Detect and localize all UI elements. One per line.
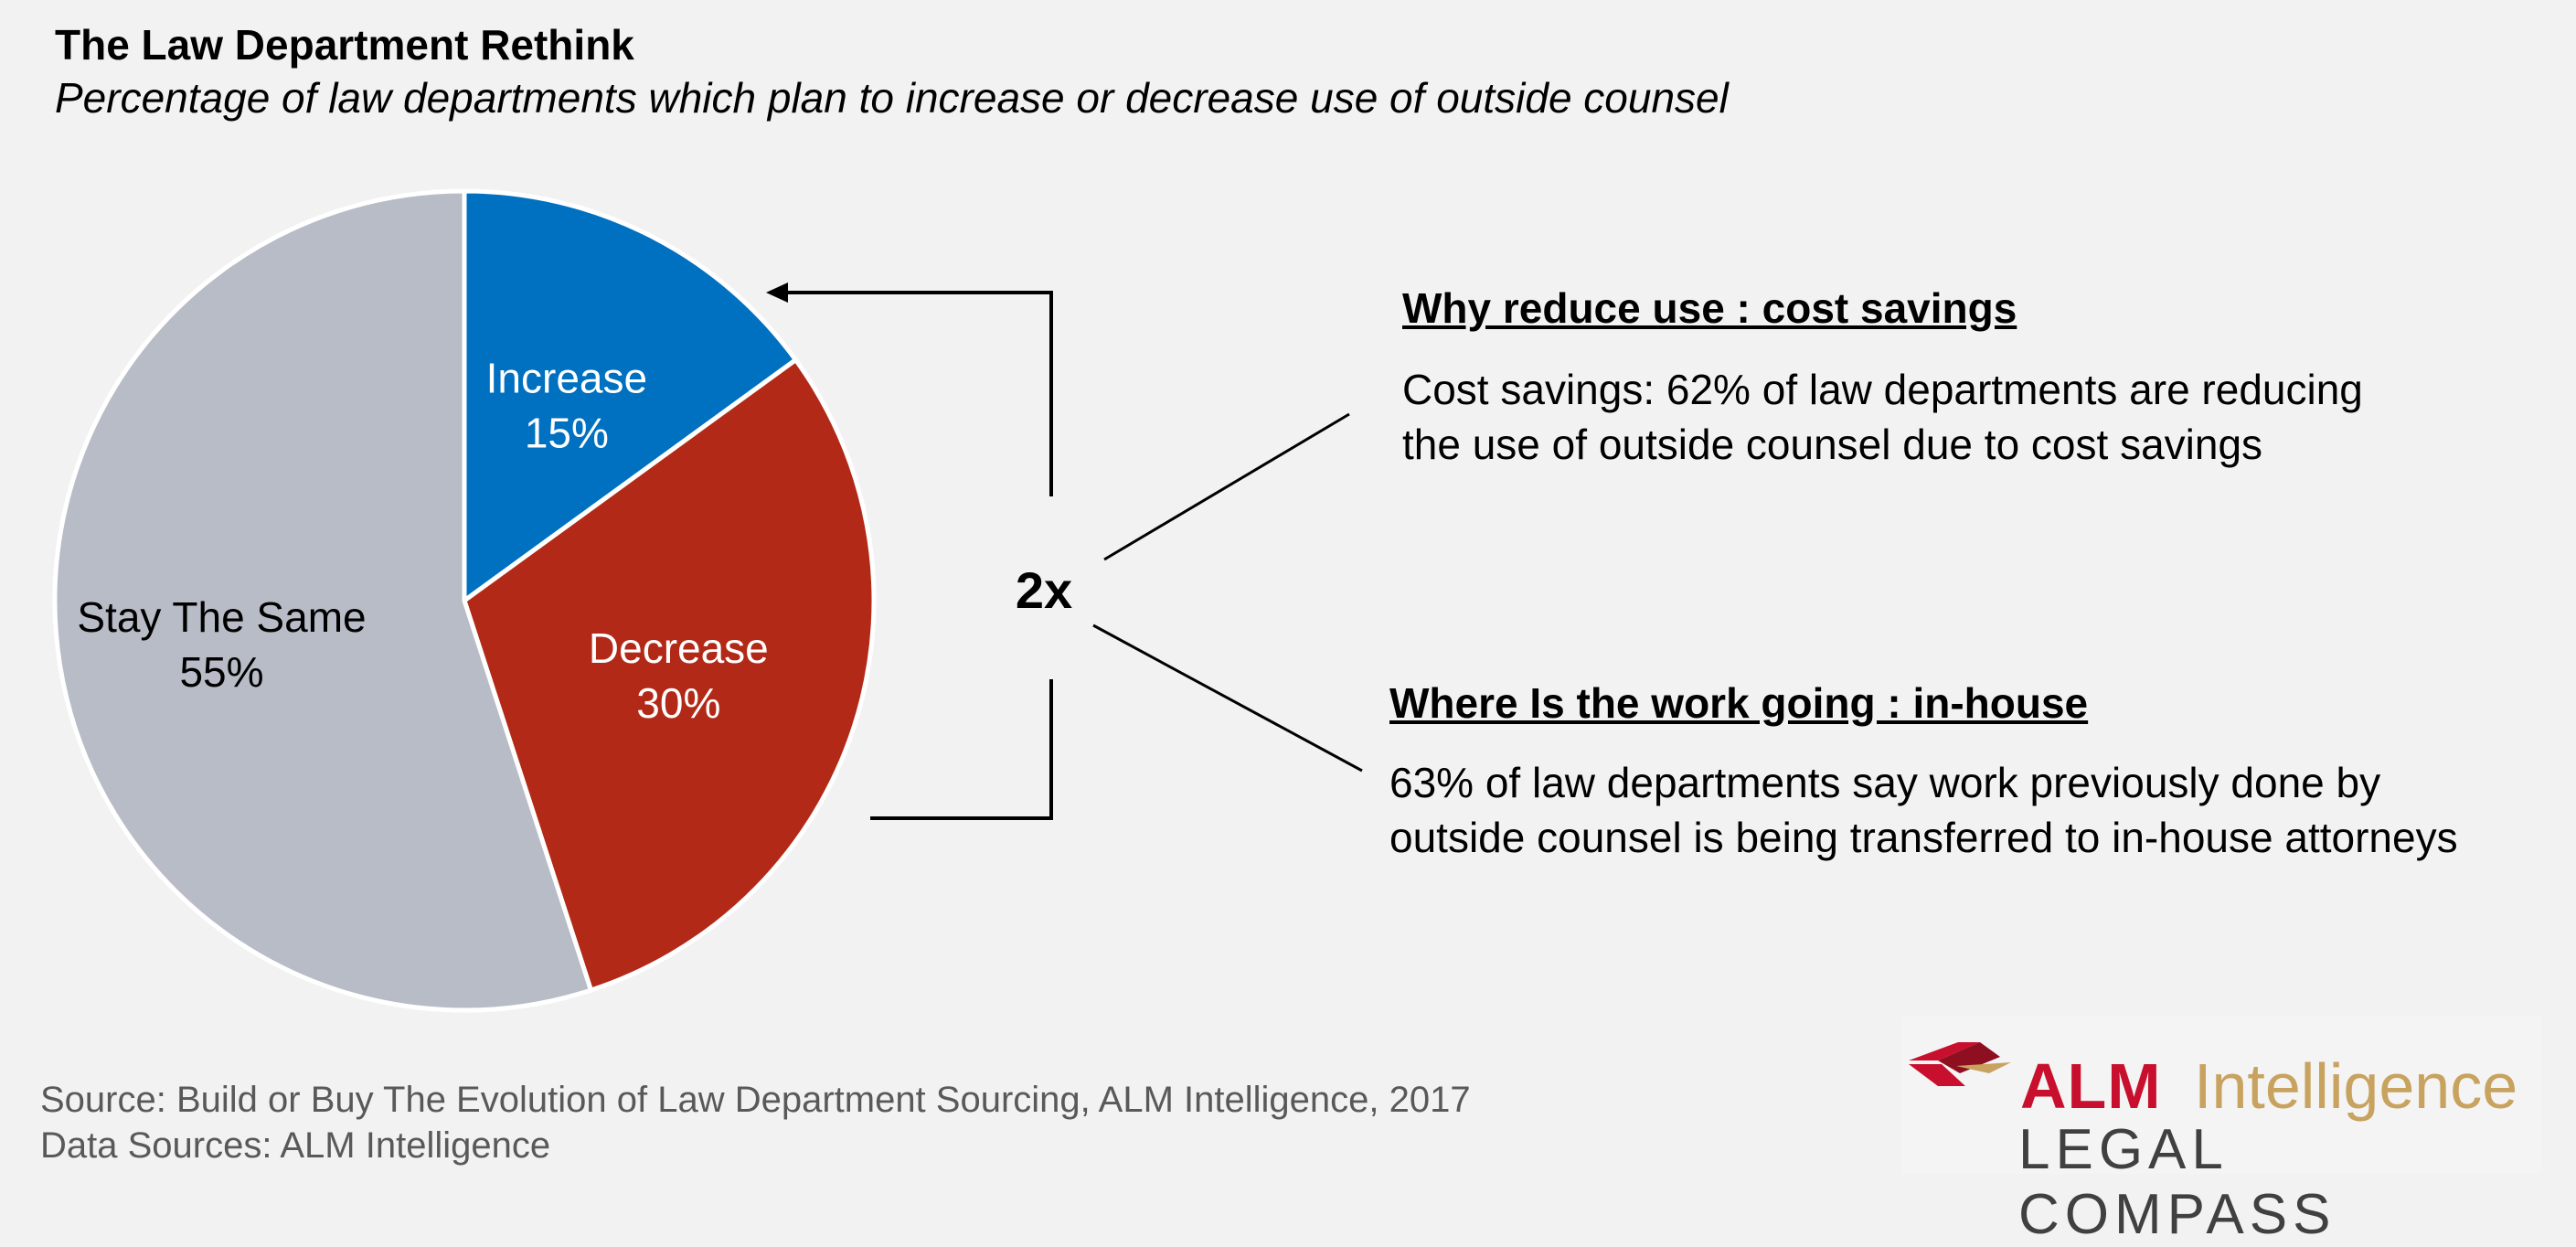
pie-slice-stay-the-same — [52, 188, 594, 1013]
pie-slice-decrease — [462, 357, 877, 994]
pie-label-name: Decrease — [589, 624, 769, 672]
pie-label-value: 15% — [525, 409, 609, 456]
logo-product: Intelligence — [2194, 1050, 2518, 1122]
callout-line: outside counsel is being transferred to … — [1389, 814, 2458, 861]
pie-label-name: Stay The Same — [77, 593, 366, 641]
arrow-head-icon — [766, 282, 788, 303]
bracket-connector — [782, 291, 1053, 820]
callout-body-cost: Cost savings: 62% of law departments are… — [1402, 362, 2363, 472]
callout-leader-top — [1103, 412, 1350, 561]
pie-label-value: 55% — [179, 648, 263, 696]
source-note: Source: Build or Buy The Evolution of La… — [40, 1077, 1471, 1168]
pie-label-name: Increase — [486, 354, 647, 401]
chart-title: The Law Department Rethink — [55, 21, 634, 69]
callout-leader-bottom — [1092, 624, 1363, 773]
callout-heading-inhouse: Where Is the work going : in-house — [1389, 679, 2089, 727]
multiplier-label: 2x — [1016, 561, 1072, 619]
pie-slice-increase — [462, 188, 799, 605]
logo-tagline: LEGAL COMPASS — [2018, 1118, 2336, 1246]
source-text: Source: Build or Buy The Evolution of La… — [40, 1080, 1471, 1120]
logo-brand: ALM — [2020, 1050, 2162, 1122]
callout-line: 63% of law departments say work previous… — [1389, 759, 2381, 806]
callout-body-inhouse: 63% of law departments say work previous… — [1389, 755, 2458, 865]
pie-label-value: 30% — [636, 679, 720, 727]
callout-line: Cost savings: 62% of law departments are… — [1402, 366, 2363, 413]
callout-line: the use of outside counsel due to cost s… — [1402, 421, 2263, 468]
chart-subtitle: Percentage of law departments which plan… — [55, 74, 1729, 122]
alm-logo: ALM Intelligence LEGAL COMPASS — [1901, 1017, 2541, 1246]
pie-labels: Increase 15% Decrease 30% Stay The Same 55% — [77, 354, 768, 727]
pie-slices — [52, 188, 877, 1013]
data-sources-text: Data Sources: ALM Intelligence — [40, 1125, 551, 1166]
alm-chevron-icon — [1909, 1042, 2011, 1086]
callout-heading-cost: Why reduce use : cost savings — [1402, 284, 2017, 332]
